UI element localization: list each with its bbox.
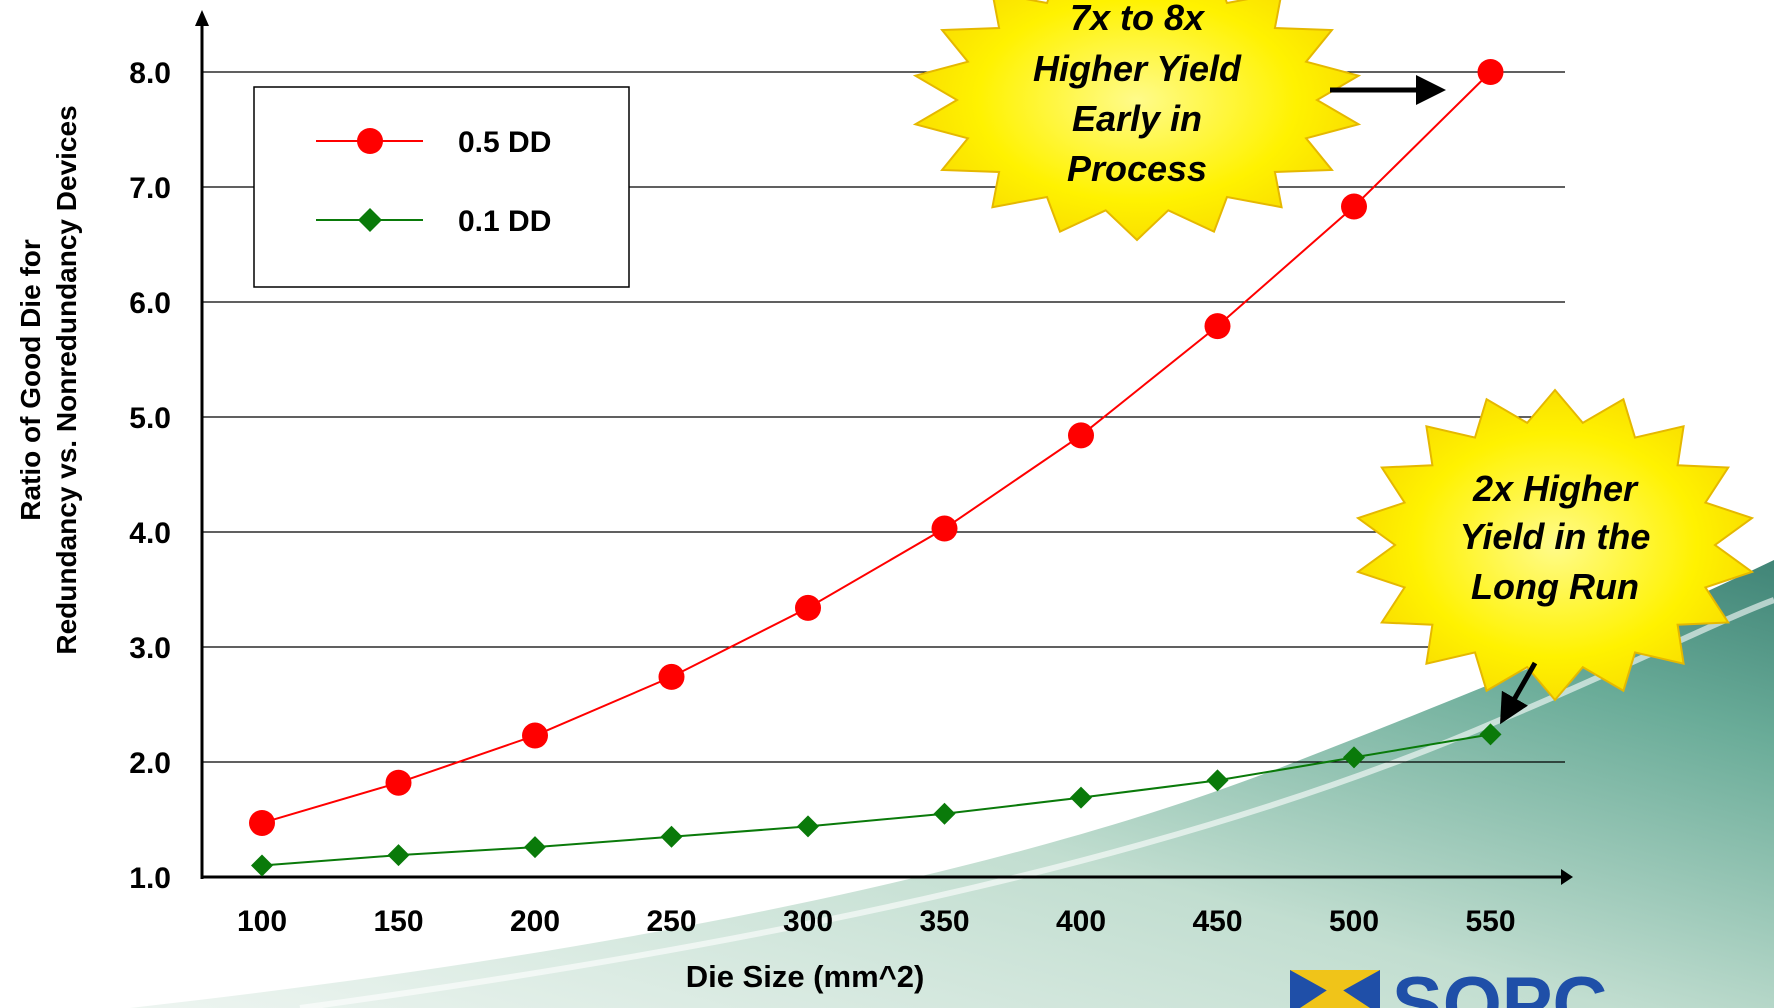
y-tick-label: 2.0 <box>129 747 171 780</box>
swoosh-shape <box>130 560 1774 1008</box>
data-point-series-1 <box>795 594 821 621</box>
logo-text: SOPC <box>1392 962 1607 1008</box>
y-tick-label: 3.0 <box>129 632 171 665</box>
x-tick-labels: 100 150 200 250 300 350 400 450 500 550 <box>237 905 1516 938</box>
data-point-series-2 <box>1479 723 1502 746</box>
x-tick-label: 550 <box>1465 905 1515 938</box>
annotation-text-early-line-1: 7x to 8x <box>1070 0 1206 38</box>
legend-marker-series-2 <box>358 208 382 232</box>
series-lines <box>261 71 1492 867</box>
y-tick-label: 1.0 <box>129 862 171 895</box>
x-tick-label: 200 <box>510 905 560 938</box>
y-axis-label-line-2: Redundancy vs. Nonredundancy Devices <box>51 105 82 654</box>
y-tick-label: 4.0 <box>129 517 171 550</box>
y-axis-label: Ratio of Good Die for Redundancy vs. Non… <box>15 105 82 654</box>
data-point-series-1 <box>658 663 685 690</box>
data-point-series-1 <box>522 722 548 749</box>
annotation-text-longrun-line-1: 2x Higher <box>1472 468 1639 509</box>
annotation-burst-longrun: 2x Higher Yield in the Long Run <box>1355 388 1755 725</box>
sopc-logo: SOPC <box>1290 962 1607 1008</box>
data-point-series-1 <box>1204 313 1231 340</box>
y-tick-label: 5.0 <box>129 402 171 435</box>
annotation-burst-early: 7x to 8x Higher Yield Early in Process <box>912 0 1446 242</box>
legend-marker-series-1 <box>357 128 383 154</box>
x-axis-arrowhead <box>1561 869 1573 885</box>
data-point-series-2 <box>251 854 273 877</box>
x-tick-label: 300 <box>783 905 833 938</box>
x-tick-label: 150 <box>373 905 423 938</box>
axes <box>195 10 1573 885</box>
x-tick-label: 350 <box>919 905 969 938</box>
y-tick-labels: 1.0 2.0 3.0 4.0 5.0 6.0 7.0 8.0 <box>129 57 171 895</box>
annotation-text-early-line-3: Early in <box>1072 98 1202 139</box>
x-tick-label: 450 <box>1192 905 1242 938</box>
data-point-series-1 <box>1068 422 1094 449</box>
x-tick-label: 500 <box>1329 905 1379 938</box>
data-point-series-1 <box>249 809 275 836</box>
data-point-series-1 <box>931 515 958 542</box>
data-point-series-2 <box>660 825 683 848</box>
annotation-text-longrun-line-3: Long Run <box>1471 566 1639 607</box>
data-point-series-2 <box>1070 786 1092 809</box>
x-tick-label: 400 <box>1056 905 1106 938</box>
data-point-series-2 <box>524 836 546 859</box>
x-axis-label: Die Size (mm^2) <box>686 959 925 994</box>
legend-label-series-1: 0.5 DD <box>458 126 551 159</box>
data-point-series-1 <box>1341 193 1367 220</box>
data-point-series-1 <box>1477 59 1504 85</box>
data-point-series-2 <box>387 844 410 867</box>
burst-shape <box>1355 388 1755 702</box>
logo-icon <box>1290 970 1380 1008</box>
annotation-text-early-line-4: Process <box>1067 148 1207 189</box>
y-tick-label: 8.0 <box>129 57 171 90</box>
annotation-text-early-line-2: Higher Yield <box>1033 48 1242 89</box>
legend-label-series-2: 0.1 DD <box>458 205 551 238</box>
series-line-2 <box>261 733 1491 867</box>
y-tick-label: 6.0 <box>129 287 171 320</box>
x-tick-label: 100 <box>237 905 287 938</box>
x-tick-label: 250 <box>646 905 696 938</box>
legend-box <box>253 86 630 288</box>
y-axis-label-line-1: Ratio of Good Die for <box>15 239 46 521</box>
y-tick-label: 7.0 <box>129 172 171 205</box>
series-line-1 <box>261 71 1492 824</box>
y-axis-arrowhead <box>195 10 209 26</box>
data-point-series-2 <box>797 815 819 838</box>
annotation-arrow-longrun <box>1500 661 1538 725</box>
data-point-series-1 <box>385 769 412 796</box>
burst-shape <box>912 0 1362 242</box>
series-markers <box>249 59 1504 877</box>
annotation-text-longrun-line-2: Yield in the <box>1460 516 1651 557</box>
data-point-series-2 <box>1343 746 1365 769</box>
data-point-series-2 <box>933 802 956 825</box>
data-point-series-2 <box>1206 769 1229 792</box>
legend: 0.5 DD 0.1 DD <box>253 86 630 288</box>
